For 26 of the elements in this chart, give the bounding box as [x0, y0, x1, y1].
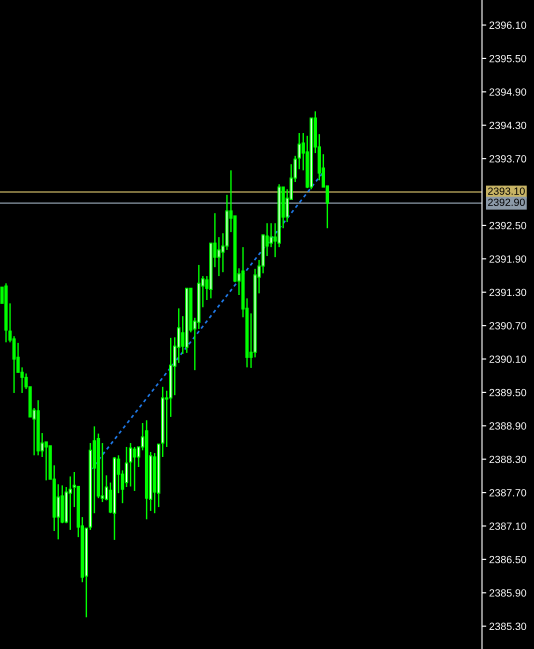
y-tick-label: 2387.70: [489, 489, 526, 496]
y-tick-label: 2396.10: [489, 22, 526, 29]
candlestick: [132, 446, 136, 492]
y-tick-label: 2388.30: [489, 456, 526, 464]
y-tick-label: 2394.90: [489, 88, 526, 96]
y-tick-label: 2392.50: [489, 222, 526, 230]
ref-line-label: 2392.90: [488, 198, 525, 206]
y-tick-label: 2393.70: [489, 155, 526, 163]
ref-line-label: 2393.10: [488, 187, 525, 195]
y-tick-label: 2385.30: [489, 622, 526, 630]
candlestick: [217, 236, 221, 277]
y-tick-label: 2390.10: [489, 356, 526, 363]
candlestick: [68, 476, 72, 531]
candlestick: [100, 442, 104, 503]
candlestick: [128, 442, 132, 488]
y-tick-label: 2386.50: [489, 556, 526, 564]
candlestick: [124, 446, 128, 488]
y-tick-label: 2394.30: [489, 122, 526, 130]
y-tick-label: 2389.50: [489, 388, 526, 396]
y-tick-label: 2391.30: [489, 288, 526, 296]
y-tick-label: 2390.70: [489, 322, 526, 330]
y-tick-label: 2391.90: [489, 255, 526, 263]
y-tick-label: 2388.90: [489, 422, 526, 430]
y-tick-label: 2395.50: [489, 54, 526, 62]
y-tick-label: 2385.90: [489, 589, 526, 597]
y-tick-label: 2387.10: [489, 522, 526, 530]
